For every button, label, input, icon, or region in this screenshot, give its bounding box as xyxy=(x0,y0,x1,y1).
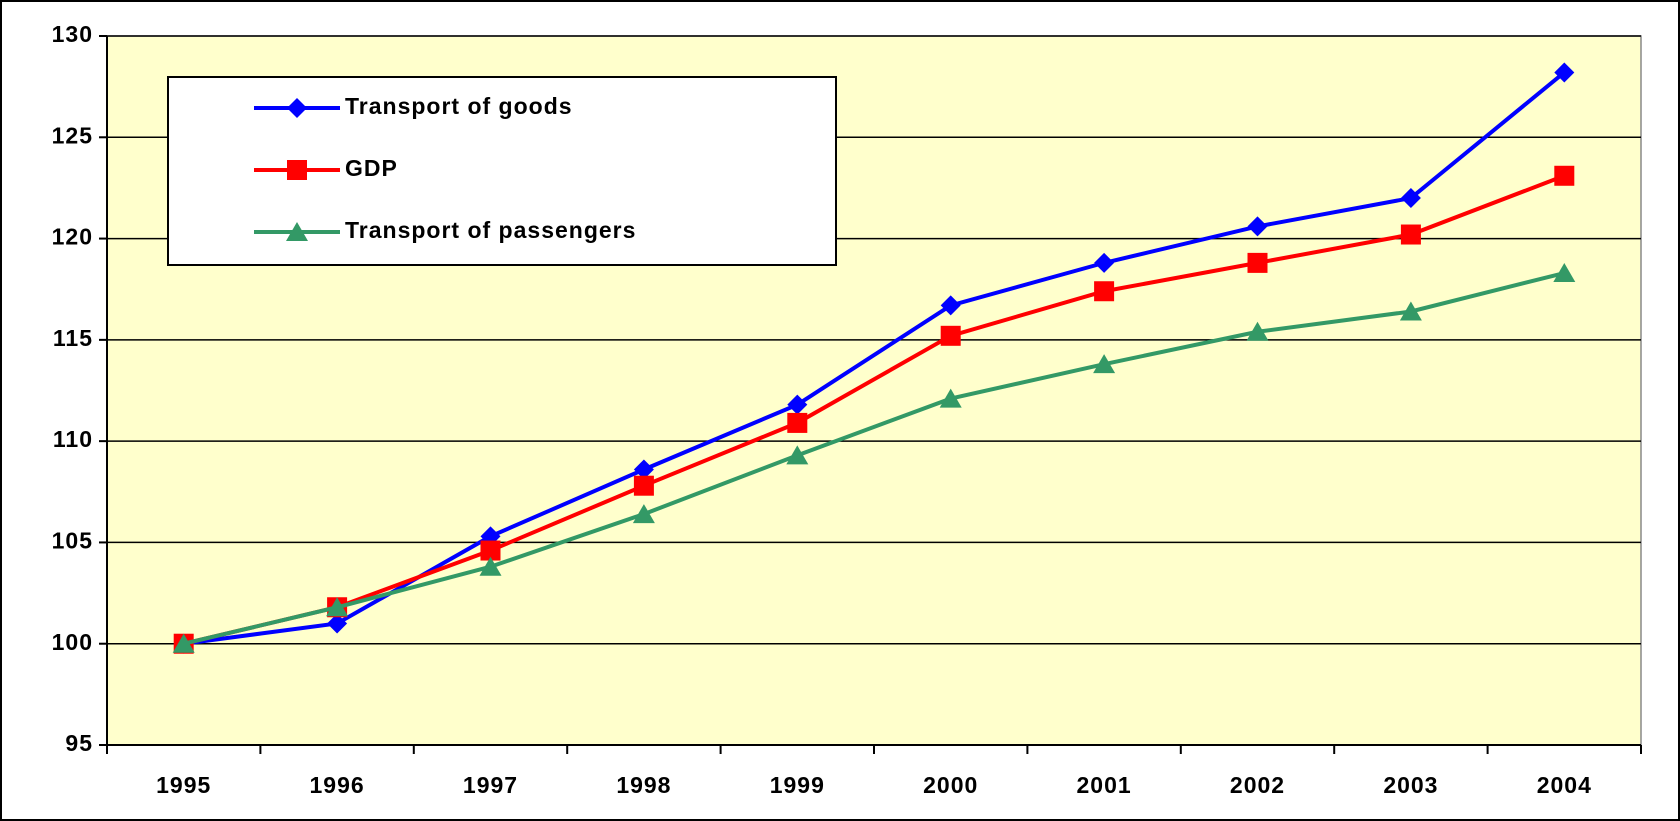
y-tick-label: 110 xyxy=(53,426,93,452)
marker xyxy=(1554,165,1575,186)
marker xyxy=(1247,252,1268,273)
marker xyxy=(940,325,961,346)
x-tick-label: 1998 xyxy=(616,772,671,798)
legend-label: Transport of passengers xyxy=(345,217,636,243)
y-tick-label: 115 xyxy=(53,325,93,351)
marker xyxy=(479,556,502,576)
marker xyxy=(1400,224,1421,245)
marker xyxy=(1094,252,1115,273)
marker xyxy=(287,98,307,118)
marker xyxy=(480,540,501,561)
marker xyxy=(1093,354,1116,374)
x-tick-label: 2002 xyxy=(1230,772,1285,798)
x-tick-label: 2001 xyxy=(1077,772,1132,798)
y-tick-label: 100 xyxy=(52,629,93,655)
marker xyxy=(1554,62,1575,83)
marker xyxy=(633,475,654,496)
marker xyxy=(1553,263,1576,283)
marker xyxy=(787,412,808,433)
y-tick-label: 130 xyxy=(52,21,93,47)
marker xyxy=(1246,321,1269,341)
x-tick-label: 1999 xyxy=(770,772,825,798)
marker xyxy=(1400,188,1421,209)
legend-label: GDP xyxy=(345,155,398,181)
marker xyxy=(327,613,348,634)
marker xyxy=(286,222,308,241)
x-tick-label: 1996 xyxy=(310,772,365,798)
x-tick-label: 1995 xyxy=(156,772,211,798)
legend-label: Transport of goods xyxy=(345,93,573,119)
marker xyxy=(787,394,808,415)
y-tick-label: 125 xyxy=(52,122,93,148)
marker xyxy=(786,445,809,465)
marker xyxy=(172,633,195,653)
x-tick-label: 1997 xyxy=(463,772,518,798)
x-tick-label: 2003 xyxy=(1383,772,1438,798)
marker xyxy=(632,504,655,524)
marker xyxy=(939,388,962,408)
marker xyxy=(940,295,961,316)
y-tick-label: 95 xyxy=(65,730,93,756)
marker xyxy=(287,160,307,180)
y-tick-label: 105 xyxy=(52,528,93,554)
series-line xyxy=(183,173,1566,646)
x-tick-label: 2004 xyxy=(1537,772,1592,798)
marker xyxy=(633,459,654,480)
marker xyxy=(1399,301,1422,321)
x-tick-label: 2000 xyxy=(923,772,978,798)
marker xyxy=(1094,281,1115,302)
marker xyxy=(326,597,349,617)
y-tick-label: 120 xyxy=(52,224,93,250)
marker xyxy=(1247,216,1268,237)
series-line xyxy=(183,271,1565,646)
